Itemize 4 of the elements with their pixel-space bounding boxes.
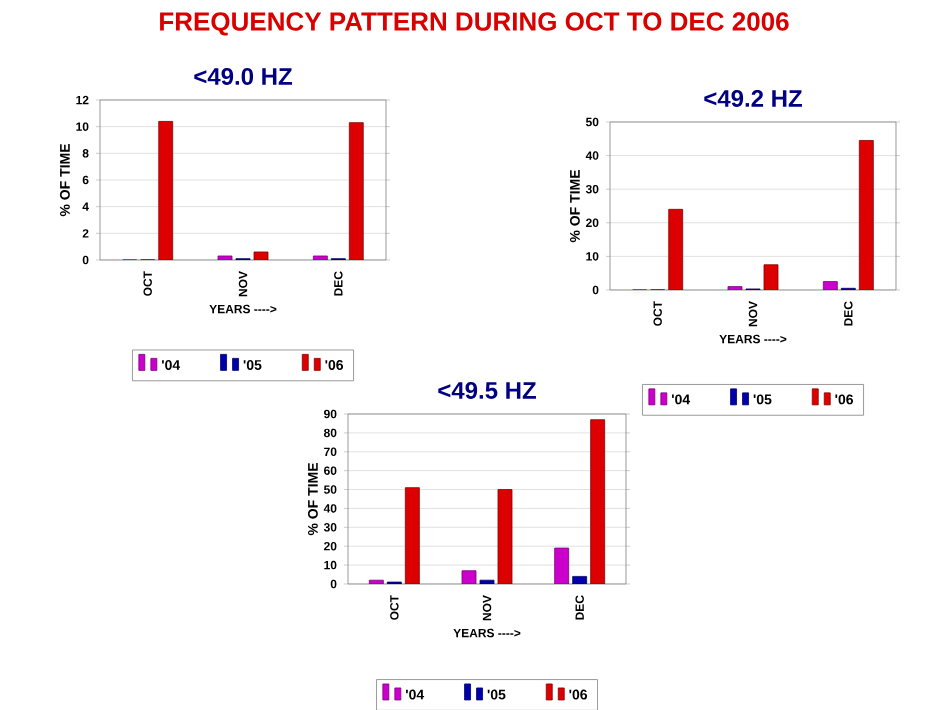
chart-title: <49.5 HZ xyxy=(438,381,536,399)
chart-title: <49.0 HZ xyxy=(194,67,292,85)
text: FREQUENCY PATTERN DURING OCT TO DEC 2006 xyxy=(160,12,789,36)
chart-title: <49.2 HZ xyxy=(704,89,802,107)
